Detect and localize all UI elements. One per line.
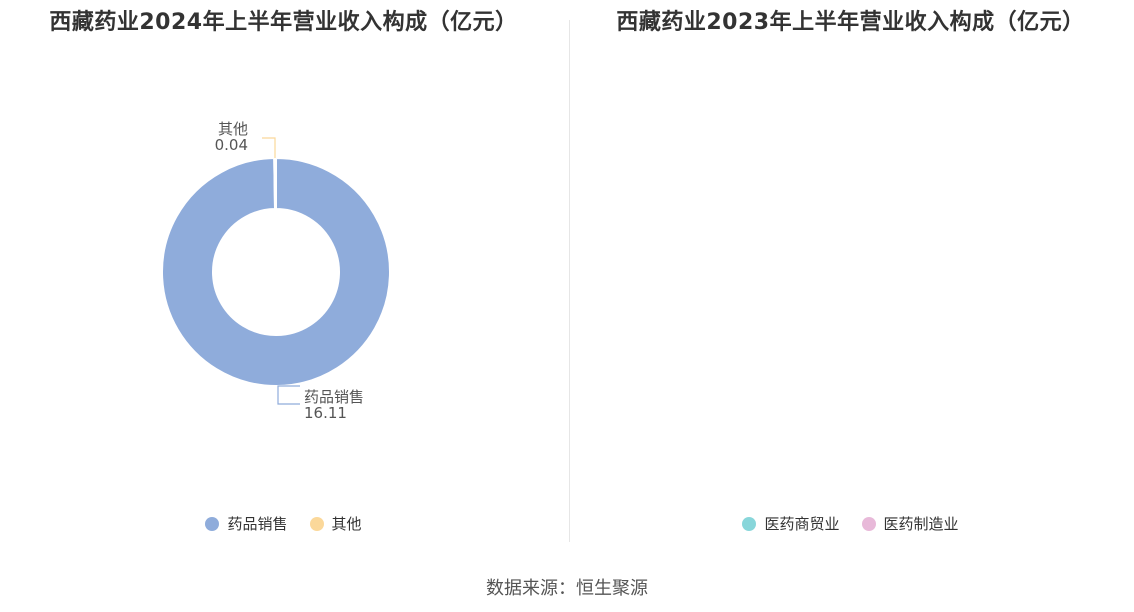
chart-panel-2024: 西藏药业2024年上半年营业收入构成（亿元） 药品销售 16.11 其他 0.04 药… bbox=[0, 0, 567, 545]
leader-line-0 bbox=[277, 385, 300, 405]
pie-slice-1[interactable] bbox=[273, 156, 277, 211]
pie-slice-0[interactable] bbox=[161, 156, 391, 387]
slice-label-value-1: 0.04 bbox=[215, 136, 248, 154]
chart-legend: 医药商贸业 医药制造业 bbox=[567, 513, 1134, 534]
chart-legend: 药品销售 其他 bbox=[0, 513, 567, 534]
chart-title: 西藏药业2024年上半年营业收入构成（亿元） bbox=[49, 10, 518, 35]
legend-dot bbox=[205, 516, 220, 531]
panel-divider bbox=[569, 20, 570, 542]
legend-label: 其他 bbox=[331, 515, 362, 533]
legend-label: 医药制造业 bbox=[883, 515, 959, 533]
chart-panel-2023: 西藏药业2023年上半年营业收入构成（亿元） 医药商贸业17.73医药制造业11… bbox=[567, 0, 1134, 545]
legend-dot bbox=[309, 516, 324, 531]
data-source: 数据来源：恒生聚源 bbox=[486, 578, 648, 599]
legend-dot bbox=[861, 516, 876, 531]
slice-label-name-1: 其他 bbox=[218, 120, 248, 138]
legend-item-1[interactable]: 其他 bbox=[309, 513, 362, 534]
legend-item-0[interactable]: 医药商贸业 bbox=[742, 513, 840, 534]
leader-line-1 bbox=[262, 137, 276, 158]
legend-item-1[interactable]: 医药制造业 bbox=[861, 513, 959, 534]
legend-dot bbox=[742, 516, 757, 531]
slice-label-name-0: 药品销售 bbox=[304, 388, 364, 406]
slice-label-value-0: 16.11 bbox=[304, 404, 347, 422]
donut-chart-2023: 医药商贸业17.73医药制造业11.37 bbox=[567, 0, 1134, 545]
legend-label: 医药商贸业 bbox=[764, 515, 840, 533]
chart-title: 西藏药业2023年上半年营业收入构成（亿元） bbox=[616, 10, 1085, 35]
legend-label: 药品销售 bbox=[227, 515, 288, 533]
legend-item-0[interactable]: 药品销售 bbox=[205, 513, 288, 534]
